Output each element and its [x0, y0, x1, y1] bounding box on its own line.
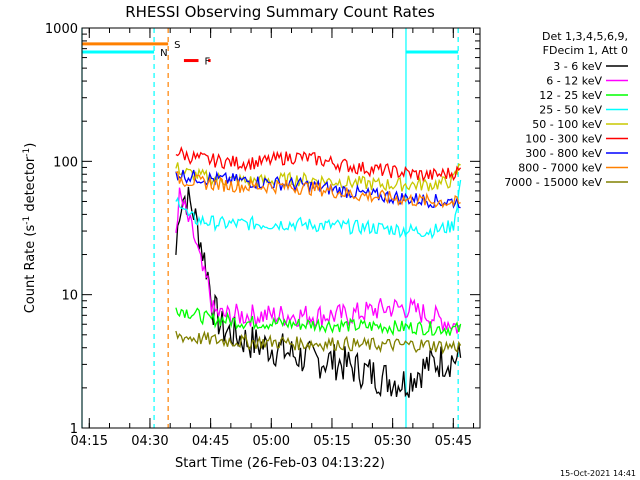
y-axis: 1 10 100 1000 — [45, 22, 480, 437]
y-tick-label-1: 10 — [61, 289, 78, 304]
chart-title: RHESSI Observing Summary Count Rates — [125, 3, 435, 21]
legend-label-3: 25 - 50 keV — [539, 104, 602, 117]
x-tick-label-0: 04:15 — [71, 434, 108, 449]
y-label-sup1: -1 — [22, 216, 32, 225]
flag-bars: SN F — [82, 40, 459, 68]
series-line-5 — [175, 146, 462, 182]
y-label-main: Count Rate (s — [23, 225, 38, 314]
legend-label-1: 6 - 12 keV — [546, 75, 602, 88]
series-line-6 — [175, 169, 461, 209]
flag-label-F: F — [204, 57, 210, 68]
legend-label-7: 800 - 7000 keV — [518, 162, 602, 175]
legend-label-4: 50 - 100 keV — [532, 118, 602, 131]
legend: Det 1,3,4,5,6,9,FDecim 1, Att 0 3 - 6 keV… — [504, 30, 628, 189]
legend-label-5: 100 - 300 keV — [525, 133, 602, 146]
legend-header-1: FDecim 1, Att 0 — [543, 44, 628, 57]
x-tick-label-5: 05:30 — [374, 434, 411, 449]
y-label-sup2: -1 — [22, 148, 32, 157]
series-line-2 — [175, 307, 462, 337]
flag-label-S: S — [174, 40, 180, 51]
legend-header-0: Det 1,3,4,5,6,9, — [542, 30, 628, 43]
legend-label-6: 300 - 800 keV — [525, 147, 602, 160]
plot-frame — [81, 27, 481, 429]
y-axis-label: Count Rate (s-1 detector-1) — [22, 143, 38, 314]
x-tick-label-3: 05:00 — [253, 434, 290, 449]
footer-timestamp: 15-Oct-2021 14:41 — [560, 469, 636, 478]
x-tick-label-4: 05:15 — [313, 434, 350, 449]
y-tick-label-0: 1 — [70, 422, 78, 437]
series-line-7 — [175, 170, 461, 209]
y-tick-label-2: 100 — [53, 155, 78, 170]
legend-label-2: 12 - 25 keV — [539, 89, 602, 102]
y-label-mid: detector — [23, 156, 38, 216]
series-line-8 — [175, 330, 462, 355]
flag-label-N: N — [160, 48, 167, 59]
x-tick-label-1: 04:30 — [131, 434, 168, 449]
legend-label-0: 3 - 6 keV — [553, 60, 602, 73]
series-line-0 — [175, 186, 462, 398]
vertical-marker-lines — [81, 28, 459, 428]
x-tick-label-6: 05:45 — [435, 434, 472, 449]
series-line-1 — [175, 187, 461, 334]
x-axis-label: Start Time (26-Feb-03 04:13:22) — [175, 456, 385, 471]
x-axis: 04:15 04:30 04:45 05:00 05:15 05:30 05:45 — [71, 28, 475, 449]
y-label-end: ) — [23, 143, 38, 148]
series-line-3 — [175, 179, 462, 240]
legend-label-8: 7000 - 15000 keV — [504, 176, 602, 189]
y-tick-label-3: 1000 — [45, 22, 78, 37]
series-lines — [175, 146, 462, 398]
x-tick-label-2: 04:45 — [192, 434, 229, 449]
